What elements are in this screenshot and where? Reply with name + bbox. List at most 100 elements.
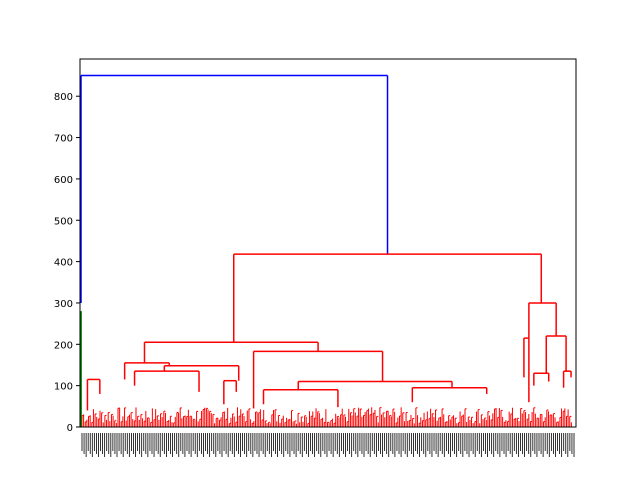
x-tick-label xyxy=(299,433,301,454)
x-tick-label xyxy=(448,433,449,454)
x-tick-labels xyxy=(81,433,575,457)
x-tick-label xyxy=(96,433,97,454)
x-tick-label xyxy=(544,433,546,451)
x-tick-label xyxy=(359,433,361,451)
x-tick-label xyxy=(380,433,381,454)
x-tick-label xyxy=(334,433,336,451)
x-tick-label xyxy=(310,433,311,451)
x-tick-label xyxy=(419,433,421,457)
x-tick-label xyxy=(102,433,103,454)
y-tick-label: 400 xyxy=(54,258,73,269)
x-tick-label xyxy=(293,433,295,454)
x-tick-label xyxy=(124,433,126,451)
x-tick-label xyxy=(93,433,95,451)
x-tick-label xyxy=(114,433,116,454)
x-tick-label xyxy=(524,433,525,457)
x-tick-label xyxy=(421,433,423,451)
x-tick-label xyxy=(295,433,297,457)
x-tick-label xyxy=(522,433,523,454)
x-tick-label xyxy=(425,433,427,457)
x-tick-label xyxy=(388,433,390,457)
x-tick-label xyxy=(456,433,458,457)
x-tick-label xyxy=(386,433,388,454)
x-tick-label xyxy=(501,433,503,451)
x-tick-label xyxy=(198,433,200,451)
x-tick-label xyxy=(324,433,326,454)
x-tick-label xyxy=(192,433,194,451)
x-tick-label xyxy=(550,433,552,451)
x-tick-label xyxy=(427,433,429,451)
x-tick-label xyxy=(532,433,534,451)
x-tick-label xyxy=(116,433,118,457)
x-tick-label xyxy=(213,433,215,454)
x-tick-label xyxy=(353,433,355,451)
x-tick-label xyxy=(396,433,398,451)
x-tick-label xyxy=(277,433,278,457)
x-tick-label xyxy=(340,433,342,451)
x-tick-label xyxy=(355,433,357,454)
x-tick-label xyxy=(281,433,283,454)
x-tick-label xyxy=(472,433,474,454)
x-tick-label xyxy=(217,433,219,451)
x-tick-label xyxy=(530,433,532,457)
x-tick-label xyxy=(478,433,480,454)
x-tick-label xyxy=(343,433,344,454)
x-tick-label xyxy=(571,433,573,454)
x-tick-label xyxy=(367,433,369,454)
x-tick-label xyxy=(83,433,85,454)
x-tick-label xyxy=(505,433,507,457)
x-tick-label xyxy=(542,433,544,457)
x-tick-label xyxy=(100,433,101,451)
x-tick-label xyxy=(254,433,256,451)
x-tick-label xyxy=(258,433,260,457)
x-tick-label xyxy=(157,433,159,454)
x-tick-label xyxy=(231,433,233,454)
x-tick-label xyxy=(207,433,208,454)
x-tick-label xyxy=(369,433,371,457)
x-tick-label xyxy=(264,433,266,457)
x-tick-label xyxy=(211,433,213,451)
x-tick-label xyxy=(410,433,412,454)
x-tick-label xyxy=(555,433,556,457)
x-tick-label xyxy=(336,433,338,454)
x-tick-label xyxy=(194,433,196,454)
x-tick-label xyxy=(480,433,482,457)
x-tick-label xyxy=(91,433,93,457)
x-tick-label xyxy=(229,433,231,451)
x-tick-label xyxy=(460,433,462,454)
plot-frame xyxy=(79,58,577,428)
x-tick-label xyxy=(122,433,124,457)
x-tick-label xyxy=(503,433,505,454)
x-tick-label xyxy=(163,433,165,454)
x-tick-label xyxy=(215,433,217,457)
x-tick-label xyxy=(205,433,206,451)
x-tick-label xyxy=(563,433,565,451)
x-tick-label xyxy=(413,433,414,457)
x-tick-label xyxy=(275,433,276,454)
x-tick-label xyxy=(569,433,571,451)
x-tick-label xyxy=(149,433,151,451)
x-tick-label xyxy=(338,433,340,457)
x-tick-label xyxy=(458,433,460,451)
x-tick-label xyxy=(565,433,567,454)
x-tick-label xyxy=(518,433,519,457)
y-tick-label: 200 xyxy=(54,340,73,351)
x-tick-label xyxy=(489,433,490,451)
x-tick-label xyxy=(384,433,386,451)
x-tick-label xyxy=(112,433,114,451)
x-tick-label xyxy=(439,433,441,451)
x-tick-label xyxy=(104,433,106,457)
x-tick-label xyxy=(561,433,563,457)
x-tick-label xyxy=(108,433,110,454)
x-tick-label xyxy=(316,433,318,451)
x-tick-label xyxy=(182,433,184,454)
x-tick-label xyxy=(382,433,383,457)
x-tick-label xyxy=(536,433,538,457)
y-tick-label: 0 xyxy=(67,423,73,434)
x-tick-label xyxy=(141,433,143,457)
x-tick-label xyxy=(161,433,163,451)
y-tick-label: 600 xyxy=(54,175,73,186)
x-tick-label xyxy=(248,433,250,451)
merge-branches xyxy=(80,74,572,427)
